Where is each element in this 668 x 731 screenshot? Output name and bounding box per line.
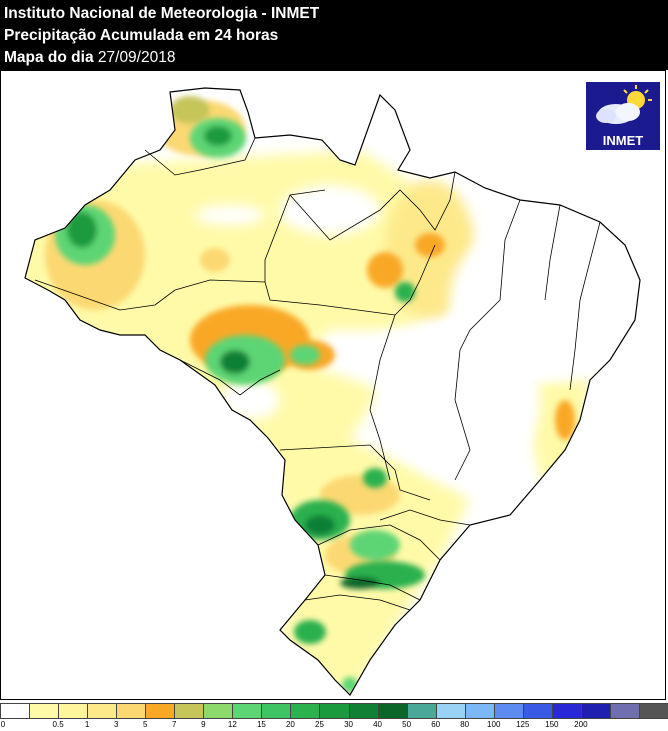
map-date-label: Mapa do dia: [4, 49, 94, 66]
legend-swatch: [377, 703, 408, 719]
legend-tick-label: 0: [0, 720, 6, 729]
legend-swatch: [0, 703, 31, 719]
legend-swatch: [551, 703, 582, 719]
legend-tick-label: 125: [516, 720, 530, 729]
legend-swatch: [319, 703, 350, 719]
precipitation-field: [25, 88, 640, 695]
legend-swatch: [290, 703, 321, 719]
legend-tick-label: 30: [344, 720, 353, 729]
legend-swatch: [145, 703, 176, 719]
map-subtitle: Precipitação Acumulada em 24 horas: [4, 27, 279, 44]
legend-swatch: [522, 703, 553, 719]
legend-tick-label: 15: [256, 720, 266, 729]
legend-swatch: [609, 703, 640, 719]
cloud-sun-icon: [596, 85, 652, 124]
legend-tick-label: 40: [373, 720, 383, 729]
legend-tick-label: 80: [460, 720, 470, 729]
legend-swatch: [435, 703, 466, 719]
state-borders: [24, 87, 641, 696]
legend-tick-label: 1: [84, 720, 90, 729]
legend-tick-label: 50: [402, 720, 412, 729]
legend-tick-label: 7: [172, 720, 177, 729]
institute-title: Instituto Nacional de Meteorologia - INM…: [4, 5, 320, 22]
legend-swatch: [58, 703, 89, 719]
legend-swatch: [464, 703, 495, 719]
legend-swatch: [87, 703, 118, 719]
legend-tick-label: 200: [574, 720, 588, 729]
legend-tick-label: 60: [431, 720, 441, 729]
legend-tick-label: 5: [142, 720, 148, 729]
legend-tick-label: 20: [285, 720, 295, 729]
legend-swatch: [580, 703, 611, 719]
legend-swatch: [261, 703, 292, 719]
legend-tick-label: 25: [315, 720, 324, 729]
legend-swatch: [116, 703, 147, 719]
legend-tick-label: 150: [545, 720, 559, 729]
legend-swatch: [174, 703, 205, 719]
legend-swatch: [638, 703, 668, 719]
legend-swatch: [29, 703, 60, 719]
legend-tick-label: 9: [201, 720, 206, 729]
legend-swatch: [406, 703, 437, 719]
map-date: 27/09/2018: [97, 49, 176, 66]
inmet-logo: INMET: [586, 82, 660, 150]
legend-swatch: [348, 703, 379, 719]
map-date-line: Mapa do dia 27/09/2018: [4, 48, 175, 67]
legend-swatch: [232, 703, 263, 719]
precipitation-map: [24, 87, 641, 696]
legend-tick-label: 100: [487, 720, 501, 729]
precipitation-legend: 0 0.5 1 3 5 7 9 12 15 20 25 30 40 50 60 80 100 125 150 200: [0, 703, 668, 731]
legend-tick-label: 0.5: [52, 720, 64, 729]
logo-text: INMET: [602, 133, 644, 148]
legend-swatch: [203, 703, 234, 719]
legend-tick-label: 3: [113, 720, 119, 729]
map-header: Instituto Nacional de Meteorologia - INM…: [0, 0, 668, 70]
legend-swatch: [493, 703, 524, 719]
legend-tick-label: 12: [227, 720, 237, 729]
